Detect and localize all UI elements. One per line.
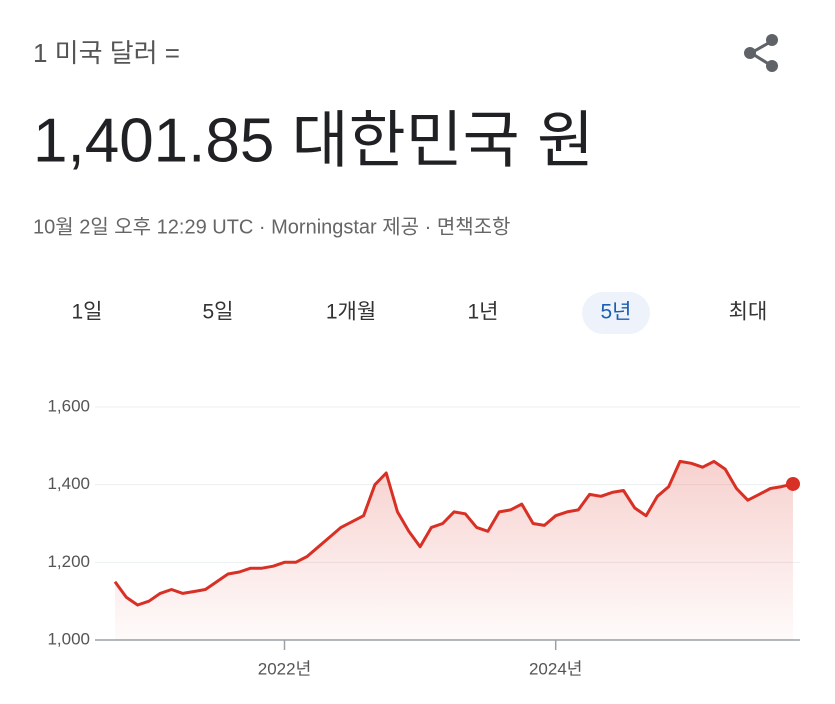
price-line bbox=[113, 459, 794, 607]
rate-meta: 10월 2일 오후 12:29 UTC · Morningstar 제공 · 면… bbox=[33, 215, 510, 238]
x-tick-label: 2024년 bbox=[529, 659, 582, 678]
range-tab-label: 5일 bbox=[203, 301, 234, 324]
y-tick-label: 1,200 bbox=[47, 552, 90, 571]
area-fill bbox=[115, 461, 793, 640]
range-tabs: 1일 5일 1개월 1년 5년 최대 bbox=[72, 292, 768, 334]
range-tab[interactable]: 1개월 bbox=[326, 301, 376, 324]
share-button[interactable] bbox=[744, 34, 778, 72]
range-tab[interactable]: 5년 bbox=[582, 292, 650, 334]
chart: 1,000 1,200 1,400 1,600 2022년 2024년 bbox=[47, 396, 800, 678]
current-point bbox=[786, 476, 800, 491]
range-tab-label: 최대 bbox=[729, 301, 768, 324]
y-tick-label: 1,400 bbox=[47, 474, 90, 493]
rate-label: 1 미국 달러 = bbox=[33, 38, 180, 68]
range-tab[interactable]: 1일 bbox=[72, 301, 103, 324]
range-tab-label: 1개월 bbox=[326, 301, 376, 324]
rate-value: 1,401.85 대한민국 원 bbox=[33, 106, 594, 175]
range-tab[interactable]: 5일 bbox=[203, 301, 234, 324]
range-tab[interactable]: 최대 bbox=[729, 301, 768, 324]
y-tick-label: 1,000 bbox=[47, 629, 90, 648]
range-tab[interactable]: 1년 bbox=[468, 301, 499, 324]
range-tab-label: 5년 bbox=[601, 301, 632, 324]
range-tab-label: 1년 bbox=[468, 301, 499, 324]
range-tab-label: 1일 bbox=[72, 301, 103, 324]
x-tick-label: 2022년 bbox=[258, 659, 311, 678]
y-tick-label: 1,600 bbox=[47, 396, 90, 415]
range-tab-highlight bbox=[582, 292, 650, 334]
